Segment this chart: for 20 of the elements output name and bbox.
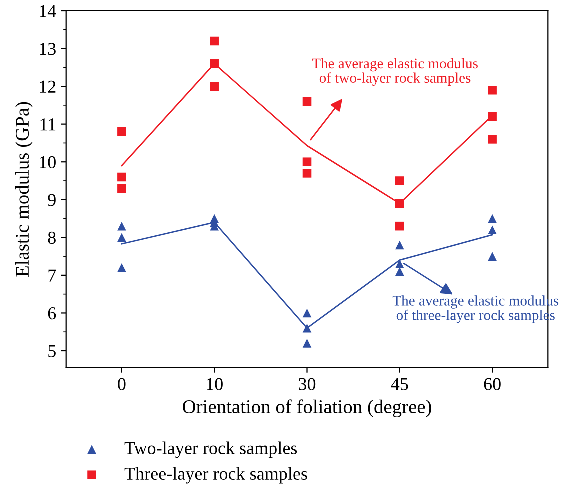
y-tick-label: 11 (40, 118, 56, 131)
legend-label: Three-layer rock samples (124, 467, 308, 484)
annotation: The average elastic modulus of two-layer rock samples (312, 58, 478, 86)
x-tick-label: 0 (118, 378, 126, 390)
y-tick-label: 6 (48, 308, 56, 320)
legend-label: Two-layer rock samples (124, 442, 298, 458)
y-tick-label: 12 (40, 80, 56, 93)
y-tick-label: 9 (48, 194, 56, 206)
x-tick-label: 45 (391, 378, 408, 390)
y-tick-label: 13 (40, 43, 56, 56)
y-tick-label: 5 (48, 345, 56, 358)
x-axis-title: Orientation of foliation (degree) (183, 400, 432, 418)
y-tick-label: 10 (40, 156, 56, 169)
y-tick-label: 8 (48, 232, 56, 244)
y-axis-title: Elastic modulus (GPa) (15, 102, 34, 277)
x-tick-label: 30 (299, 378, 316, 390)
y-tick-label: 7 (48, 270, 56, 282)
y-tick-label: 14 (40, 5, 56, 18)
x-tick-label: 60 (484, 378, 501, 390)
x-tick-label: 10 (207, 378, 223, 390)
